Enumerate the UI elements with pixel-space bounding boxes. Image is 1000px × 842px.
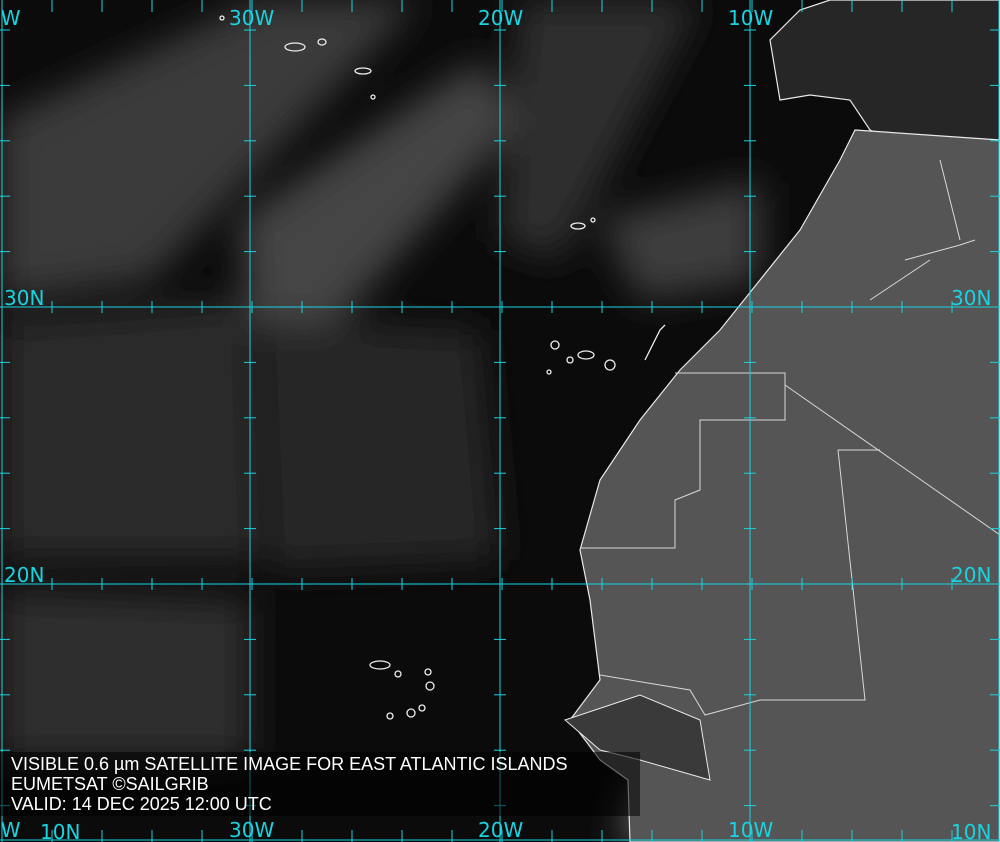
lat-label-left: 10N <box>40 820 81 842</box>
caption-credit: EUMETSAT ©SAILGRIB <box>11 774 209 794</box>
lat-label-left: 20N <box>4 563 45 587</box>
caption-valid-time: VALID: 14 DEC 2025 12:00 UTC <box>11 794 272 814</box>
islands <box>219 15 666 720</box>
lon-label-bottom: 20W <box>478 818 524 842</box>
lon-label-top: 30W <box>229 6 275 30</box>
caption-title: VISIBLE 0.6 µm SATELLITE IMAGE FOR EAST … <box>11 754 568 774</box>
land-masses <box>564 0 1000 842</box>
lat-label-right: 30N <box>951 286 992 310</box>
lon-label-top: 0W <box>0 6 21 30</box>
lon-label-bottom: 30W <box>229 818 275 842</box>
lat-label-right: 10N <box>951 820 992 842</box>
lon-label-top: 10W <box>728 6 774 30</box>
lon-label-top: 20W <box>478 6 524 30</box>
lat-label-right: 20N <box>951 563 992 587</box>
caption-box <box>0 752 640 816</box>
lon-label-bottom: 10W <box>728 818 774 842</box>
lon-label-bottom: 0W <box>0 818 21 842</box>
lat-label-left: 30N <box>4 286 45 310</box>
